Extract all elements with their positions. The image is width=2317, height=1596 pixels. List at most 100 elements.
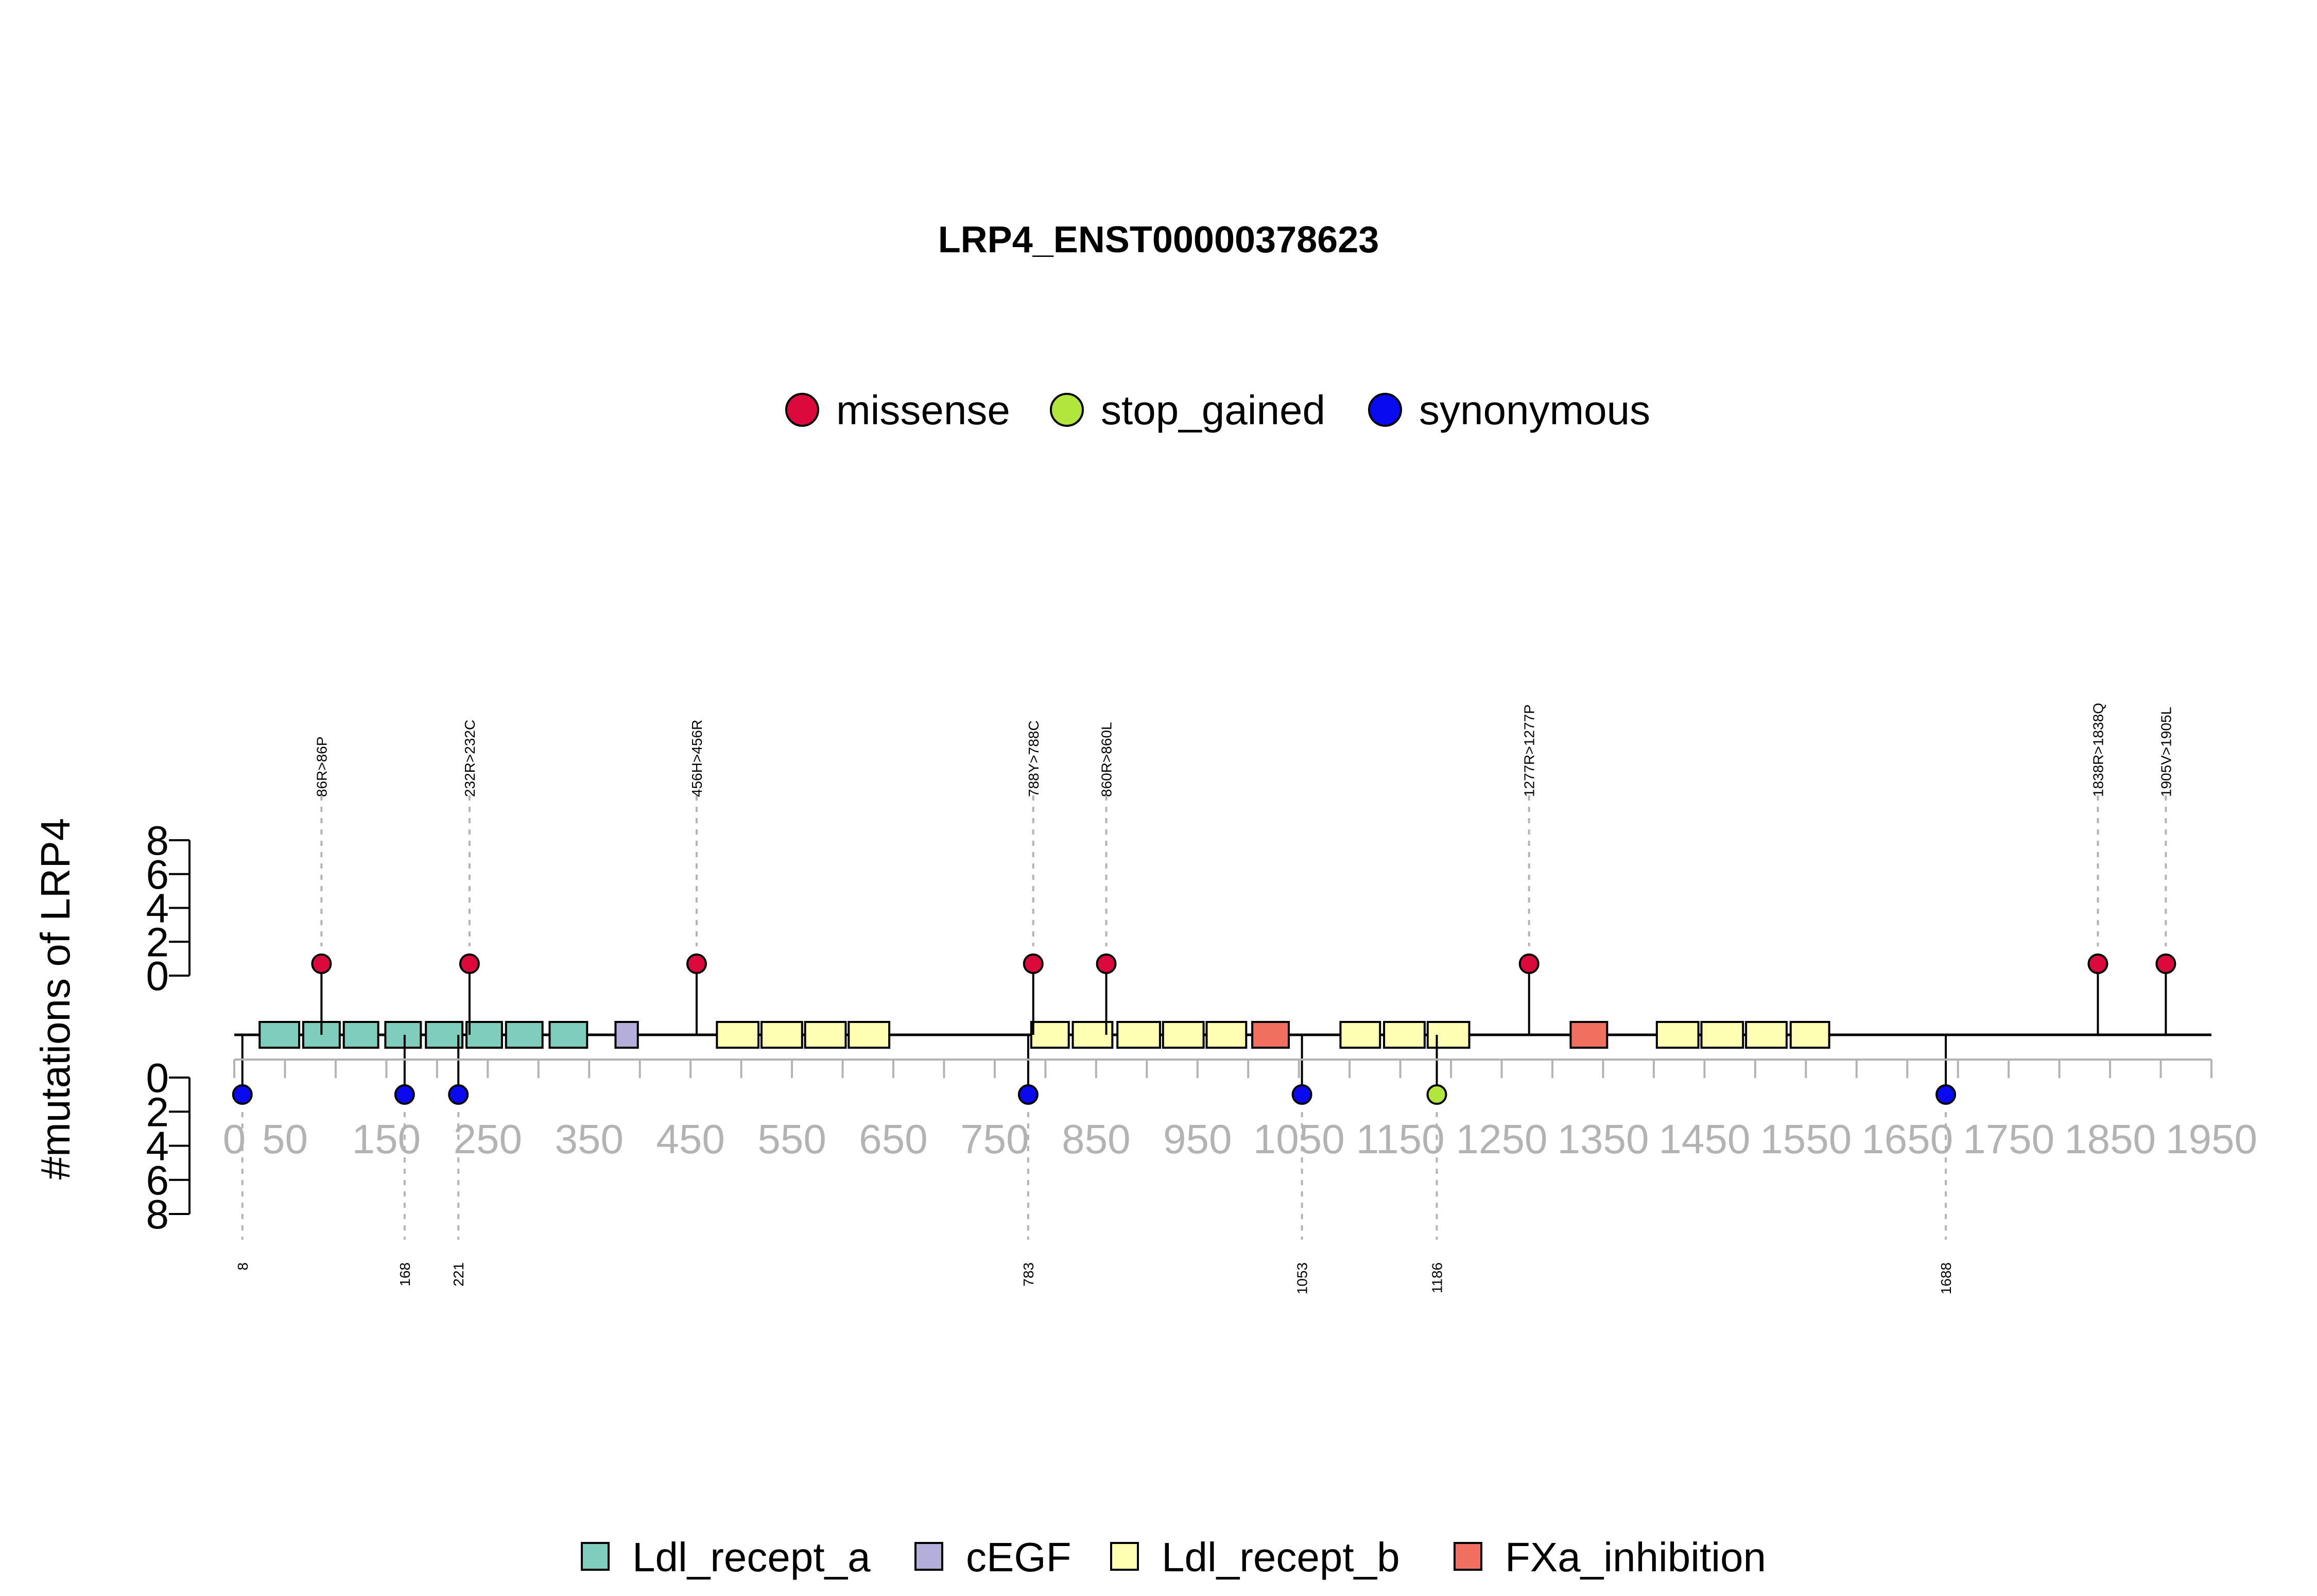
legend-swatch-Ldl_recept_b: [1110, 1542, 1139, 1571]
mutation-label: 1053: [1294, 1262, 1310, 1294]
mutation-label: 456H>456R: [689, 720, 705, 797]
x-tick-label: 950: [1163, 1116, 1232, 1162]
mutation-label: 860R>860L: [1099, 722, 1115, 797]
mutation-label: 1688: [1938, 1262, 1954, 1294]
legend-label-synonymous: synonymous: [1419, 387, 1650, 433]
domain-Ldl_recept_b: [1789, 1021, 1830, 1049]
domain-Ldl_recept_b: [1700, 1021, 1744, 1049]
domain-Ldl_recept_b: [1205, 1021, 1248, 1049]
mutation-point-stop_gained: [1426, 1084, 1447, 1105]
domain-legend: Ldl_recept_a cEGF Ldl_recept_b FXa_inhibiti…: [581, 1534, 1766, 1580]
upper-y-tick-label: 6: [146, 852, 169, 897]
domain-Ldl_recept_a: [258, 1021, 301, 1049]
x-tick-label: 50: [262, 1116, 308, 1162]
x-tick-label: 1450: [1658, 1116, 1750, 1162]
legend-label-stop_gained: stop_gained: [1101, 387, 1325, 433]
mutation-label: 232R>232C: [462, 720, 478, 797]
x-axis: 0 50 150 250 350 450 550 650 750 850 950 1050 1150 12…: [223, 1059, 2257, 1162]
mutation-label: 788Y>788C: [1026, 720, 1042, 797]
mutation-point-missense: [2155, 953, 2176, 974]
legend-marker-stop_gained: [1050, 393, 1084, 427]
domain-Ldl_recept_b: [1339, 1021, 1381, 1049]
domain-Ldl_recept_b: [1030, 1021, 1070, 1049]
mutation-label: 1277R>1277P: [1521, 704, 1537, 797]
domain-Ldl_recept_a: [425, 1021, 464, 1049]
mutation-point-missense: [2087, 953, 2108, 974]
domain-Ldl_recept_b: [804, 1021, 847, 1049]
x-tick-label: 1750: [1963, 1116, 2054, 1162]
lower-y-tick-label: 4: [146, 1123, 169, 1169]
domain-FXa_inhibition: [1251, 1021, 1290, 1049]
x-tick-label: 1550: [1760, 1116, 1852, 1162]
mutation-label: 221: [451, 1262, 466, 1287]
legend-swatch-FXa_inhibition: [1454, 1542, 1482, 1571]
domain-Ldl_recept_b: [1745, 1021, 1788, 1049]
legend-label-cEGF: cEGF: [966, 1534, 1071, 1580]
lower-y-tick-label: 6: [146, 1157, 169, 1203]
domain-cEGF: [614, 1021, 639, 1049]
upper-y-tick-label: 0: [146, 953, 169, 999]
x-tick-label: 1950: [2166, 1116, 2257, 1162]
mutation-point-synonymous: [232, 1084, 253, 1105]
mutation-lollipops: 86R>86P 232R>232C 456H>456R 788Y>788C 860R>8…: [232, 703, 2176, 1294]
mutation-point-missense: [459, 953, 480, 974]
chart-title: LRP4_ENST00000378623: [938, 219, 1379, 261]
x-tick-label: 150: [352, 1116, 421, 1162]
legend-swatch-cEGF: [914, 1542, 943, 1571]
lower-y-tick-label: 0: [146, 1055, 169, 1101]
upper-y-tick-label: 2: [146, 919, 169, 965]
x-tick-label: 0: [223, 1116, 246, 1162]
lower-y-tick-label: 8: [146, 1191, 169, 1237]
domain-Ldl_recept_b: [760, 1021, 803, 1049]
domain-Ldl_recept_b: [716, 1021, 760, 1049]
domain-Ldl_recept_b: [848, 1021, 891, 1049]
legend-marker-missense: [785, 393, 819, 427]
legend-label-missense: missense: [836, 387, 1010, 433]
upper-y-tick-label: 4: [146, 886, 169, 931]
x-tick-label: 250: [454, 1116, 522, 1162]
mutation-label: 1838R>1838Q: [2090, 703, 2106, 797]
mutation-point-synonymous: [394, 1084, 415, 1105]
x-tick-label: 1650: [1861, 1116, 1953, 1162]
domain-Ldl_recept_a: [465, 1021, 503, 1049]
mutation-point-missense: [1518, 953, 1540, 974]
mutation-label: 168: [397, 1262, 413, 1287]
domain-Ldl_recept_a: [384, 1021, 422, 1049]
legend-swatch-Ldl_recept_a: [581, 1542, 610, 1571]
x-tick-label: 350: [555, 1116, 623, 1162]
domain-FXa_inhibition: [1569, 1021, 1609, 1049]
legend-marker-synonymous: [1368, 393, 1402, 427]
domain-Ldl_recept_b: [1116, 1021, 1161, 1049]
mutation-label: 1186: [1429, 1262, 1445, 1293]
domain-Ldl_recept_a: [505, 1021, 544, 1049]
upper-y-tick-label: 8: [146, 818, 169, 863]
y-axis-label: #mutations of LRP4: [32, 818, 78, 1180]
domain-Ldl_recept_b: [1162, 1021, 1205, 1049]
x-tick-label: 1850: [2064, 1116, 2156, 1162]
mutation-label: 8: [235, 1262, 251, 1271]
legend-label-FXa_inhibition: FXa_inhibition: [1505, 1534, 1766, 1580]
x-tick-label: 850: [1062, 1116, 1130, 1162]
mutation-point-synonymous: [1291, 1084, 1312, 1105]
mutation-label: 86R>86P: [314, 736, 330, 797]
domain-Ldl_recept_a: [342, 1021, 379, 1049]
domain-Ldl_recept_b: [1383, 1021, 1426, 1049]
x-tick-label: 550: [757, 1116, 826, 1162]
mutation-point-missense: [1096, 953, 1117, 974]
mutation-point-missense: [311, 953, 332, 974]
x-tick-label: 1050: [1253, 1116, 1345, 1162]
mutation-point-synonymous: [448, 1084, 469, 1105]
mutation-type-legend: missense stop_gained synonymous: [785, 387, 1650, 433]
mutation-label: 1905V>1905L: [2158, 707, 2174, 797]
x-tick-label: 1350: [1557, 1116, 1649, 1162]
x-tick-label: 650: [859, 1116, 927, 1162]
mutation-point-missense: [1023, 953, 1044, 974]
legend-label-Ldl_recept_a: Ldl_recept_a: [632, 1534, 871, 1580]
domain-Ldl_recept_b: [1426, 1021, 1471, 1049]
legend-label-Ldl_recept_b: Ldl_recept_b: [1162, 1534, 1400, 1580]
x-tick-label: 450: [656, 1116, 724, 1162]
protein-backbone: [234, 1021, 2211, 1049]
domain-Ldl_recept_a: [548, 1021, 589, 1049]
x-tick-label: 1250: [1456, 1116, 1548, 1162]
